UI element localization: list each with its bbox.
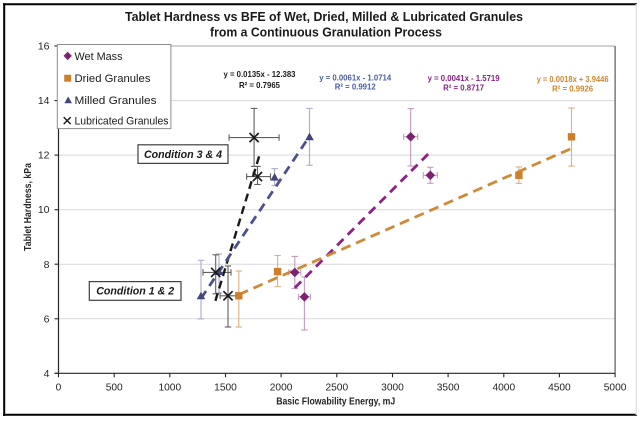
svg-text:8: 8 bbox=[44, 259, 50, 271]
svg-text:R² = 0.7965: R² = 0.7965 bbox=[239, 80, 280, 90]
svg-text:Lubricated Granules: Lubricated Granules bbox=[75, 116, 169, 128]
svg-text:1000: 1000 bbox=[158, 383, 181, 394]
svg-text:Condition 1 & 2: Condition 1 & 2 bbox=[96, 286, 174, 298]
svg-text:4500: 4500 bbox=[548, 383, 571, 394]
svg-text:3500: 3500 bbox=[437, 383, 460, 394]
svg-text:Condition 3 & 4: Condition 3 & 4 bbox=[144, 149, 222, 161]
svg-text:14: 14 bbox=[38, 95, 50, 107]
svg-text:y = 0.0018x + 3.9446: y = 0.0018x + 3.9446 bbox=[537, 74, 609, 84]
svg-text:Dried Granules: Dried Granules bbox=[75, 73, 152, 85]
svg-text:0: 0 bbox=[56, 383, 62, 394]
svg-text:Wet Mass: Wet Mass bbox=[75, 51, 123, 63]
svg-text:2000: 2000 bbox=[270, 383, 293, 394]
svg-text:16: 16 bbox=[38, 41, 50, 53]
svg-text:10: 10 bbox=[38, 204, 50, 216]
svg-text:3000: 3000 bbox=[381, 383, 404, 394]
svg-text:2500: 2500 bbox=[325, 383, 348, 394]
svg-text:4: 4 bbox=[44, 368, 50, 380]
svg-text:Basic Flowability Energy, mJ: Basic Flowability Energy, mJ bbox=[276, 396, 395, 408]
svg-text:1500: 1500 bbox=[214, 383, 237, 394]
svg-text:R² = 0.9912: R² = 0.9912 bbox=[335, 81, 376, 91]
svg-text:5000: 5000 bbox=[604, 383, 627, 394]
svg-text:y = 0.0135x - 12.383: y = 0.0135x - 12.383 bbox=[224, 69, 296, 79]
svg-text:Tablet Hardness, kPa: Tablet Hardness, kPa bbox=[22, 163, 34, 251]
svg-text:500: 500 bbox=[106, 383, 123, 394]
svg-text:4000: 4000 bbox=[492, 383, 515, 394]
svg-text:R² = 0.8717: R² = 0.8717 bbox=[443, 82, 484, 92]
svg-text:12: 12 bbox=[38, 150, 50, 162]
svg-text:Milled Granules: Milled Granules bbox=[75, 95, 158, 107]
svg-text:6: 6 bbox=[44, 313, 50, 325]
svg-text:y = 0.0061x - 1.0714: y = 0.0061x - 1.0714 bbox=[319, 72, 391, 82]
svg-text:Tablet Hardness vs BFE of Wet,: Tablet Hardness vs BFE of Wet, Dried, Mi… bbox=[125, 9, 523, 24]
svg-text:from a Continuous Granulation: from a Continuous Granulation Process bbox=[210, 25, 442, 40]
svg-text:y = 0.0041x - 1.5719: y = 0.0041x - 1.5719 bbox=[428, 73, 500, 83]
svg-text:R² = 0.9926: R² = 0.9926 bbox=[552, 84, 593, 94]
